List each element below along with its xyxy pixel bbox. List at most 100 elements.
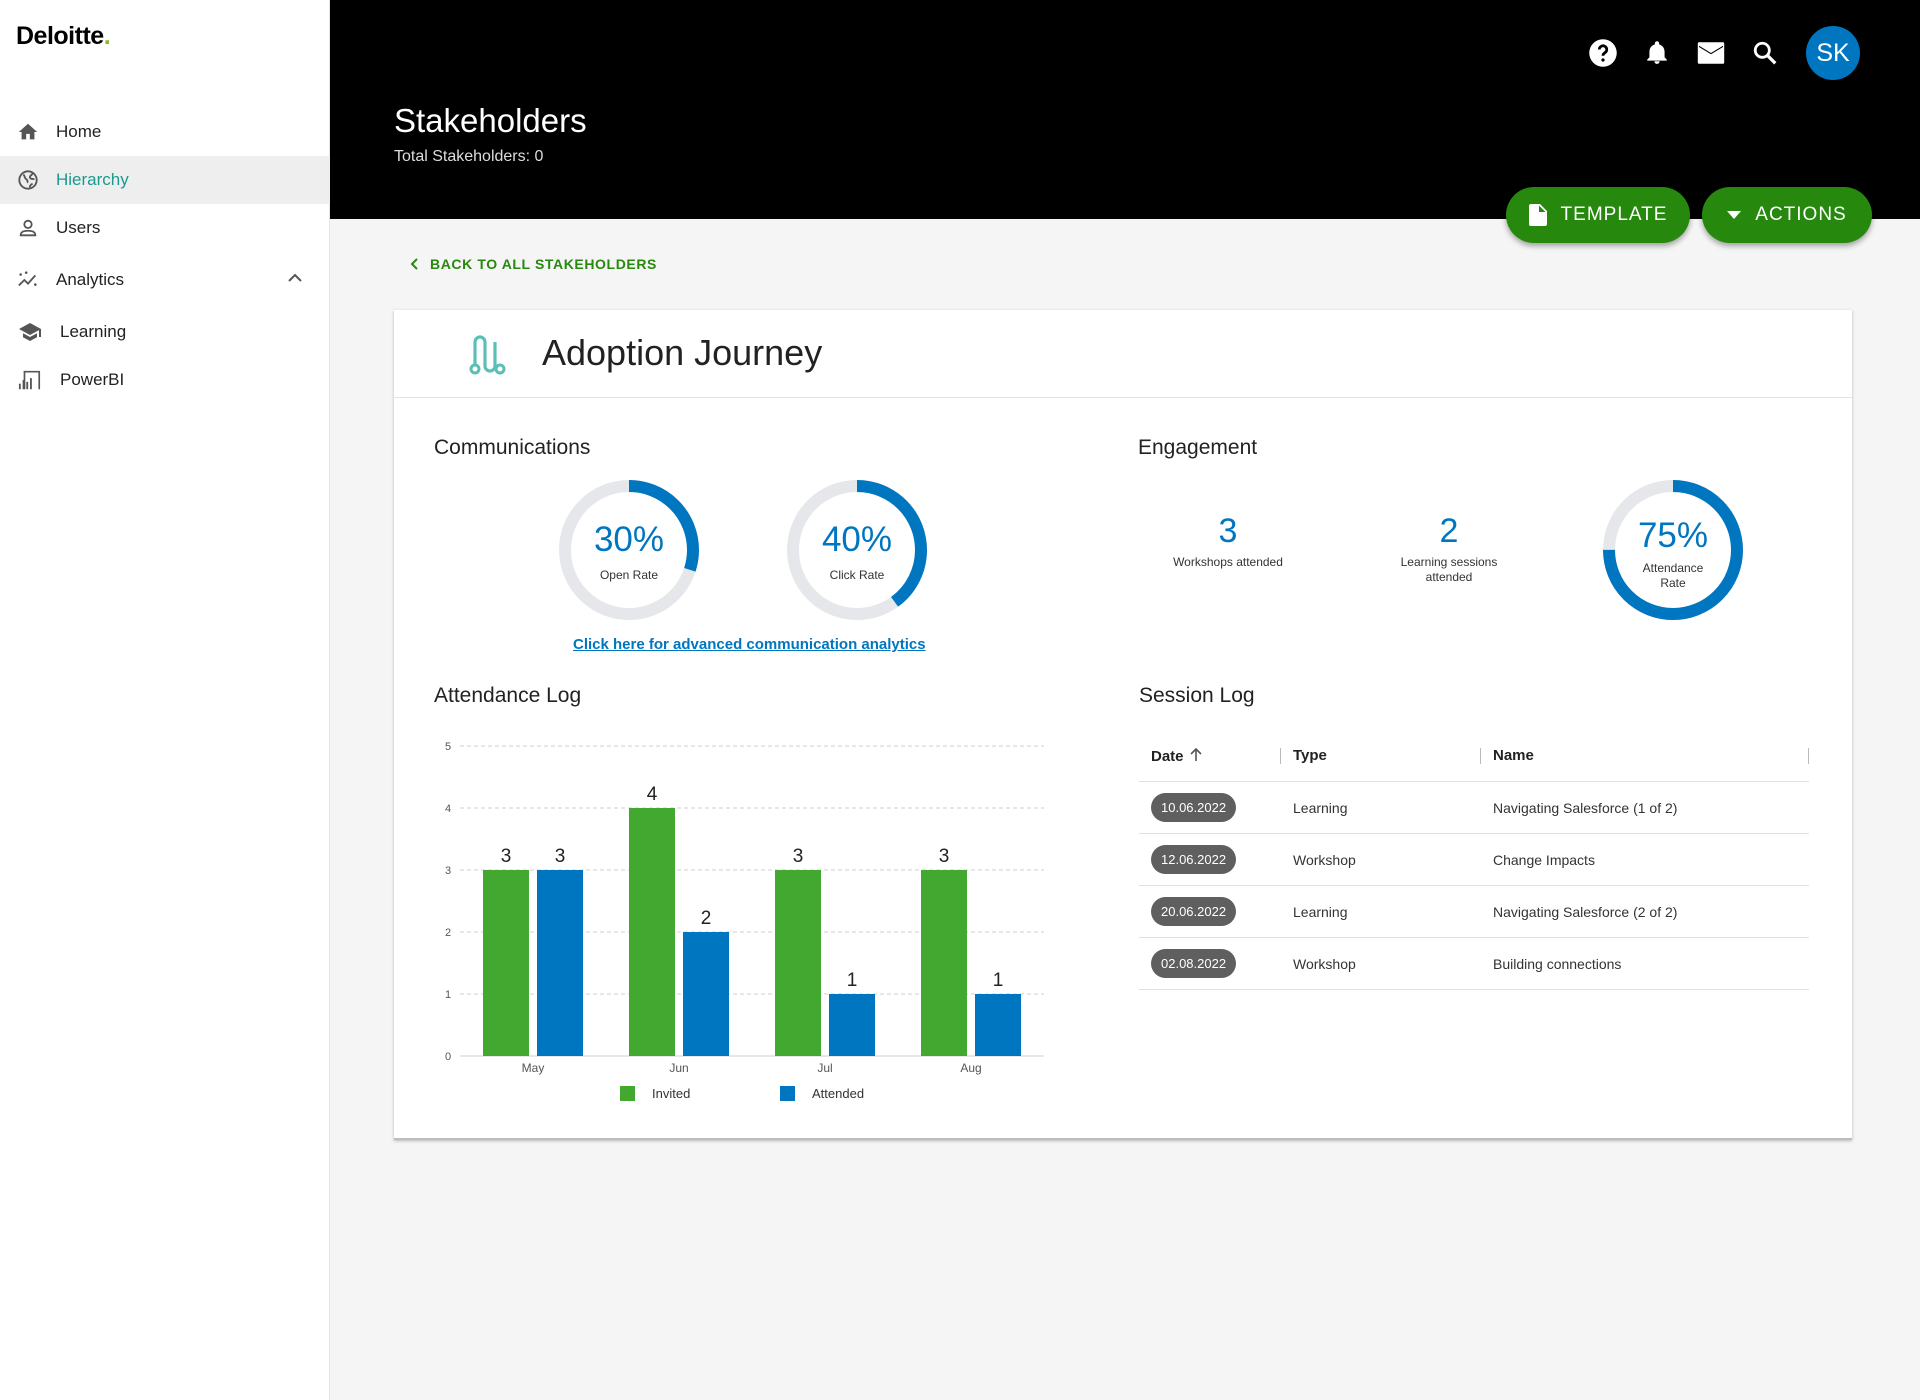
session-type: Learning [1293,799,1348,816]
route-icon [468,332,506,381]
caret-down-icon [1727,211,1742,219]
data-label: 3 [555,846,566,867]
bar-invited-jul[interactable] [775,870,821,1056]
school-icon [18,320,42,344]
data-label: 4 [647,784,658,805]
table-row[interactable]: 12.06.2022 Workshop Change Impacts [1139,834,1809,886]
sidebar-item-label: PowerBI [60,370,125,389]
home-icon [16,120,40,144]
attendance-rate-arc [1603,480,1743,620]
user-avatar[interactable]: SK [1806,26,1860,80]
session-type: Workshop [1293,851,1356,868]
data-label: 3 [939,846,950,867]
actions-button[interactable]: ACTIONS [1702,187,1872,243]
table-row[interactable]: 10.06.2022 Learning Navigating Salesforc… [1139,782,1809,834]
x-tick-label: Aug [960,1061,981,1075]
bar-attended-may[interactable] [537,870,583,1056]
sidebar: Deloitte. Home Hierarchy Users Analytics [0,0,330,1400]
card-header: Adoption Journey [394,310,1852,398]
data-label: 3 [501,846,512,867]
bar-invited-aug[interactable] [921,870,967,1056]
attendance-rate-donut: 75% Attendance Rate [1601,478,1745,622]
y-tick-label: 5 [445,741,451,753]
data-label: 1 [847,970,858,991]
back-link-label: BACK TO ALL STAKEHOLDERS [430,256,657,272]
open-rate-value: 30% [593,520,665,559]
session-type: Workshop [1293,955,1356,972]
sidebar-item-powerbi[interactable]: PowerBI [0,356,330,404]
bar-attended-jul[interactable] [829,994,875,1056]
click-rate-arc [787,480,927,620]
table-row[interactable]: 02.08.2022 Workshop Building connections [1139,938,1809,990]
bar-invited-may[interactable] [483,870,529,1056]
y-tick-label: 4 [445,803,451,815]
engagement-title: Engagement [1138,436,1258,459]
header-icons: SK [1564,26,1860,80]
back-to-all-stakeholders-link[interactable]: BACK TO ALL STAKEHOLDERS [410,256,657,272]
sidebar-item-users[interactable]: Users [0,204,330,252]
sort-ascending-icon[interactable] [1189,747,1202,766]
x-tick-label: Jul [817,1061,832,1075]
sidebar-item-label: Hierarchy [56,170,129,189]
deloitte-logo[interactable]: Deloitte. [16,22,111,50]
date-badge: 20.06.2022 [1151,897,1237,926]
legend-label-attended: Attended [812,1086,864,1101]
open-rate-arc [559,480,699,620]
sidebar-nav: Home Hierarchy Users Analytics [0,108,330,404]
x-tick-label: Jun [669,1061,688,1075]
attendance-log-chart: 0 1 2 3 4 5 3 3 May 4 2 Jun 3 1 Jul 3 1 Aug Invited Attende… [434,730,1064,1110]
bar-invited-jun[interactable] [629,808,675,1056]
y-tick-label: 3 [445,865,451,877]
learning-sessions-stat: 2 Learning sessions attended [1369,512,1529,585]
data-label: 1 [993,970,1004,991]
search-icon[interactable] [1750,38,1780,68]
advanced-communication-analytics-link[interactable]: Click here for advanced communication an… [573,636,926,653]
sidebar-item-label: Analytics [56,270,125,289]
attendance-log-title: Attendance Log [434,684,582,707]
y-tick-label: 0 [445,1051,451,1063]
total-stakeholders-count: Total Stakeholders: 0 [394,148,544,165]
legend-swatch-invited [620,1086,635,1101]
column-header-name[interactable]: Name [1481,747,1809,764]
mail-icon[interactable] [1696,38,1726,68]
sidebar-item-analytics[interactable]: Analytics [0,252,330,308]
help-icon[interactable] [1588,38,1618,68]
attendance-rate-value: 75% [1637,516,1709,555]
session-name: Navigating Salesforce (2 of 2) [1493,903,1678,920]
bar-chart-icon [18,368,42,392]
template-button[interactable]: TEMPLATE [1506,187,1690,243]
session-name: Building connections [1493,955,1622,972]
sidebar-item-learning[interactable]: Learning [0,308,330,356]
sidebar-item-home[interactable]: Home [0,108,330,156]
click-rate-value: 40% [821,520,893,559]
bar-attended-aug[interactable] [975,994,1021,1056]
legend-swatch-attended [780,1086,795,1101]
table-row[interactable]: 20.06.2022 Learning Navigating Salesforc… [1139,886,1809,938]
session-log-title: Session Log [1139,684,1255,707]
data-label: 3 [793,846,804,867]
click-rate-donut: 40% Click Rate [785,478,929,622]
page-title: Stakeholders [394,102,587,139]
open-rate-donut: 30% Open Rate [557,478,701,622]
attendance-rate-label: Attendance Rate [1642,561,1704,590]
chevron-up-icon[interactable] [288,268,302,288]
analytics-icon [16,268,40,292]
column-header-date[interactable]: Date [1139,747,1281,766]
sidebar-item-hierarchy[interactable]: Hierarchy [0,156,330,204]
file-icon [1528,204,1547,226]
page-header: Stakeholders Total Stakeholders: 0 SK [330,0,1920,219]
actions-button-label: ACTIONS [1755,204,1847,225]
communications-title: Communications [434,436,591,459]
notifications-icon[interactable] [1642,38,1672,68]
data-label: 2 [701,908,712,929]
workshops-attended-stat: 3 Workshops attended [1148,512,1308,570]
sidebar-item-label: Learning [60,322,127,341]
session-type: Learning [1293,903,1348,920]
sidebar-item-label: Home [56,122,102,141]
workshops-attended-label: Workshops attended [1173,555,1283,569]
workshops-attended-value: 3 [1218,512,1238,550]
bar-attended-jun[interactable] [683,932,729,1056]
y-tick-label: 1 [445,989,451,1001]
column-header-type[interactable]: Type [1281,747,1481,764]
learning-sessions-value: 2 [1439,512,1459,550]
